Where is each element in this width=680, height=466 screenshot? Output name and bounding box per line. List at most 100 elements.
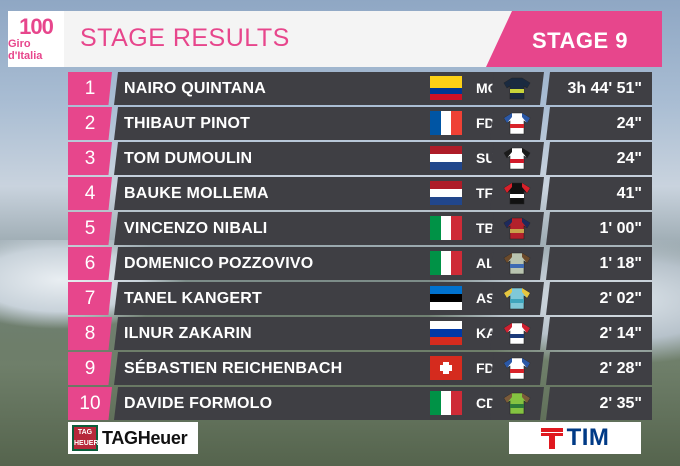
rider-name: SÉBASTIEN REICHENBACH [124, 360, 343, 377]
results-table: 1 NAIRO QUINTANA MOV 3h 44' 51" 2 THIBAU… [68, 72, 652, 422]
position-number: 10 [68, 387, 112, 420]
team-jersey-icon [503, 392, 531, 415]
position-number: 6 [68, 247, 112, 280]
rider-cell: NAIRO QUINTANA MOV [114, 72, 538, 105]
tag-heuer-shield-icon: TAG HEUER [72, 425, 99, 451]
position-number: 8 [68, 317, 112, 350]
finish-time: 3h 44' 51" [567, 80, 642, 97]
rider-cell: SÉBASTIEN REICHENBACH FDJ [114, 352, 538, 385]
team-jersey-icon [503, 322, 531, 345]
tag-heuer-text: TAGHeuer [102, 427, 188, 448]
rider-cell: DAVIDE FORMOLO CDT [114, 387, 538, 420]
country-flag-icon [430, 356, 462, 380]
team-jersey-icon [503, 252, 531, 275]
finish-time: 2' 14" [599, 325, 642, 342]
rider-name: TOM DUMOULIN [124, 150, 253, 167]
result-row: 5 VINCENZO NIBALI TBM 1' 00" [68, 212, 652, 245]
page-title: STAGE RESULTS [80, 24, 290, 52]
result-row: 7 TANEL KANGERT AST 2' 02" [68, 282, 652, 315]
finish-time: 1' 18" [599, 255, 642, 272]
country-flag-icon [430, 391, 462, 415]
jersey-cell [490, 352, 544, 385]
position-number: 7 [68, 282, 112, 315]
position-number: 9 [68, 352, 112, 385]
rider-cell: TANEL KANGERT AST [114, 282, 538, 315]
rider-cell: BAUKE MOLLEMA TFS [114, 177, 538, 210]
finish-time: 2' 35" [599, 395, 642, 412]
time-cell: 2' 35" [546, 387, 652, 420]
team-jersey-icon [503, 147, 531, 170]
team-jersey-icon [503, 112, 531, 135]
country-flag-icon [430, 216, 462, 240]
country-flag-icon [430, 111, 462, 135]
rider-cell: ILNUR ZAKARIN KAT [114, 317, 538, 350]
time-cell: 3h 44' 51" [546, 72, 652, 105]
stage-badge: STAGE 9 [486, 11, 662, 67]
rider-cell: TOM DUMOULIN SUN [114, 142, 538, 175]
rider-name: BAUKE MOLLEMA [124, 185, 269, 202]
finish-time: 1' 00" [599, 220, 642, 237]
team-jersey-icon [503, 182, 531, 205]
country-flag-icon [430, 251, 462, 275]
logo-text: Giro d'Italia [8, 38, 43, 62]
rider-cell: THIBAUT PINOT FDJ [114, 107, 538, 140]
jersey-cell [490, 387, 544, 420]
position-number: 5 [68, 212, 112, 245]
rider-name: NAIRO QUINTANA [124, 80, 267, 97]
jersey-cell [490, 142, 544, 175]
time-cell: 41" [546, 177, 652, 210]
tim-logo: TIM [509, 422, 641, 454]
result-row: 10 DAVIDE FORMOLO CDT 2' 35" [68, 387, 652, 420]
rider-name: ILNUR ZAKARIN [124, 325, 252, 342]
result-row: 1 NAIRO QUINTANA MOV 3h 44' 51" [68, 72, 652, 105]
tag-heuer-logo: TAG HEUER TAGHeuer [68, 422, 198, 454]
team-jersey-icon [503, 77, 531, 100]
position-number: 3 [68, 142, 112, 175]
finish-time: 24" [616, 150, 642, 167]
rider-name: THIBAUT PINOT [124, 115, 251, 132]
country-flag-icon [430, 146, 462, 170]
country-flag-icon [430, 181, 462, 205]
time-cell: 2' 14" [546, 317, 652, 350]
team-jersey-icon [503, 217, 531, 240]
time-cell: 2' 02" [546, 282, 652, 315]
rider-name: DAVIDE FORMOLO [124, 395, 273, 412]
country-flag-icon [430, 76, 462, 100]
time-cell: 24" [546, 142, 652, 175]
result-row: 8 ILNUR ZAKARIN KAT 2' 14" [68, 317, 652, 350]
time-cell: 24" [546, 107, 652, 140]
rider-cell: VINCENZO NIBALI TBM [114, 212, 538, 245]
tim-text: TIM [566, 424, 610, 451]
result-row: 3 TOM DUMOULIN SUN 24" [68, 142, 652, 175]
stage-label: STAGE 9 [532, 28, 629, 53]
team-jersey-icon [503, 357, 531, 380]
jersey-cell [490, 212, 544, 245]
position-number: 4 [68, 177, 112, 210]
finish-time: 41" [616, 185, 642, 202]
finish-time: 2' 02" [599, 290, 642, 307]
jersey-cell [490, 317, 544, 350]
result-row: 2 THIBAUT PINOT FDJ 24" [68, 107, 652, 140]
finish-time: 24" [616, 115, 642, 132]
rider-name: VINCENZO NIBALI [124, 220, 268, 237]
time-cell: 1' 18" [546, 247, 652, 280]
tim-mark-icon [540, 427, 563, 449]
result-row: 6 DOMENICO POZZOVIVO ALM 1' 18" [68, 247, 652, 280]
time-cell: 1' 00" [546, 212, 652, 245]
giro-logo: 100 Giro d'Italia [8, 11, 64, 67]
team-jersey-icon [503, 287, 531, 310]
jersey-cell [490, 177, 544, 210]
jersey-cell [490, 107, 544, 140]
position-number: 1 [68, 72, 112, 105]
jersey-cell [490, 282, 544, 315]
country-flag-icon [430, 286, 462, 310]
country-flag-icon [430, 321, 462, 345]
logo-number: 100 [19, 14, 54, 39]
result-row: 9 SÉBASTIEN REICHENBACH FDJ 2' 28" [68, 352, 652, 385]
rider-name: DOMENICO POZZOVIVO [124, 255, 314, 272]
time-cell: 2' 28" [546, 352, 652, 385]
rider-name: TANEL KANGERT [124, 290, 263, 307]
position-number: 2 [68, 107, 112, 140]
rider-cell: DOMENICO POZZOVIVO ALM [114, 247, 538, 280]
finish-time: 2' 28" [599, 360, 642, 377]
